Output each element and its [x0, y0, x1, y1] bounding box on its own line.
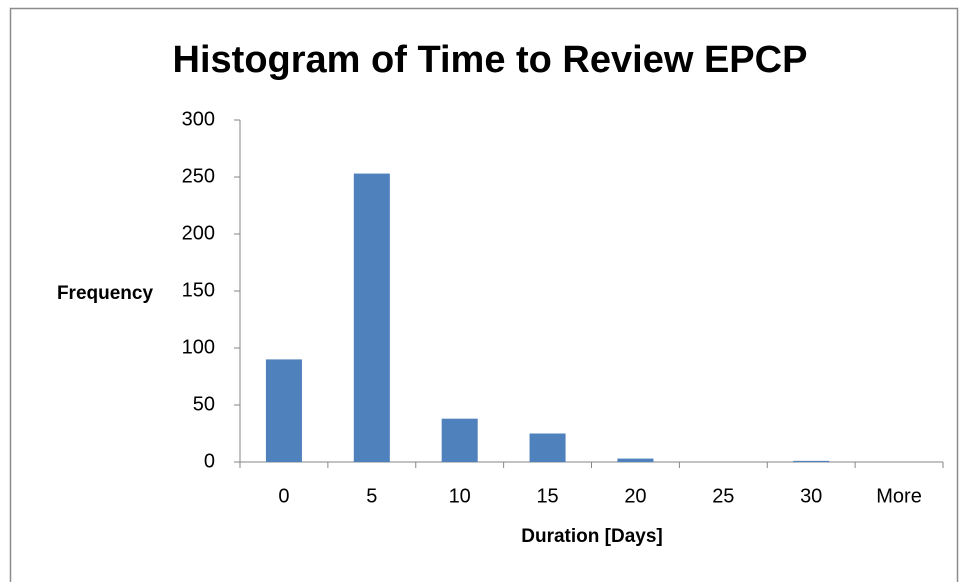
x-tick-label: 15 — [536, 485, 558, 507]
x-tick-label: 10 — [449, 485, 471, 507]
bar — [793, 460, 830, 462]
y-tick-label: 250 — [182, 165, 215, 187]
y-tick-label: 50 — [193, 393, 215, 415]
x-tick-label: 5 — [366, 485, 377, 507]
y-tick-label: 300 — [182, 108, 215, 130]
bar — [353, 173, 390, 462]
bar — [441, 418, 478, 462]
y-tick-label: 200 — [182, 222, 215, 244]
bar — [529, 433, 566, 462]
y-axis-title: Frequency — [57, 283, 154, 304]
x-tick-label: 20 — [624, 485, 646, 507]
bar — [265, 359, 302, 462]
x-axis-title: Duration [Days] — [521, 526, 662, 547]
x-tick-label: More — [876, 485, 922, 507]
y-tick-label: 0 — [204, 450, 215, 472]
y-tick-label: 100 — [182, 336, 215, 358]
x-tick-label: 25 — [712, 485, 734, 507]
y-tick-label: 150 — [182, 279, 215, 301]
x-tick-label: 30 — [800, 485, 822, 507]
chart-title: Histogram of Time to Review EPCP — [173, 39, 808, 81]
bar — [617, 458, 654, 462]
chart-border — [9, 7, 959, 582]
x-tick-label: 0 — [278, 485, 289, 507]
